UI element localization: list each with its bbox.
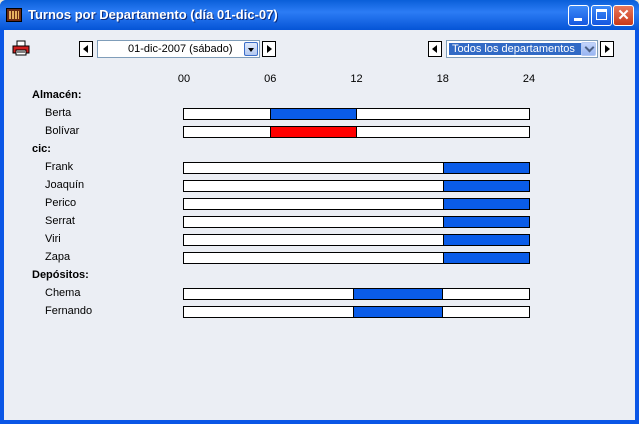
shift-segment[interactable] — [442, 217, 529, 227]
minimize-icon — [574, 18, 582, 21]
next-day-button[interactable] — [262, 41, 276, 57]
window-title: Turnos por Departamento (día 01-dic-07) — [28, 7, 278, 22]
employee-name: Serrat — [45, 215, 75, 227]
shift-bar[interactable] — [183, 198, 530, 210]
department-value: Todos los departamentos — [449, 43, 582, 55]
department-label: Almacén: — [32, 89, 82, 101]
close-button[interactable]: ✕ — [613, 5, 634, 26]
title-bar[interactable]: Turnos por Departamento (día 01-dic-07) … — [0, 0, 639, 30]
shift-bar[interactable] — [183, 162, 530, 174]
shift-bar[interactable] — [183, 288, 530, 300]
date-dropdown-button[interactable] — [244, 42, 258, 56]
employee-name: Chema — [45, 287, 81, 299]
shift-segment[interactable] — [352, 307, 443, 317]
employee-name: Fernando — [45, 305, 93, 317]
hour-label: 24 — [522, 73, 536, 85]
hour-label: 06 — [264, 73, 277, 85]
employee-name: Perico — [45, 197, 77, 209]
minimize-button[interactable] — [568, 5, 589, 26]
close-icon: ✕ — [617, 7, 630, 24]
shift-segment[interactable] — [442, 163, 529, 173]
shift-bar[interactable] — [183, 306, 530, 318]
next-department-button[interactable] — [600, 41, 614, 57]
shift-bar[interactable] — [183, 234, 530, 246]
date-value: 01-dic-2007 (sábado) — [128, 43, 233, 55]
shift-bar[interactable] — [183, 126, 530, 138]
shift-segment[interactable] — [352, 289, 443, 299]
employee-name: Berta — [45, 107, 72, 119]
shift-bar[interactable] — [183, 180, 530, 192]
shift-segment[interactable] — [442, 181, 529, 191]
maximize-icon — [596, 9, 607, 20]
maximize-button[interactable] — [591, 5, 612, 26]
hour-label: 12 — [350, 73, 363, 85]
previous-day-button[interactable] — [79, 41, 93, 57]
previous-department-button[interactable] — [428, 41, 442, 57]
app-icon[interactable] — [6, 8, 22, 22]
shift-segment[interactable] — [442, 199, 529, 209]
hour-label: 00 — [177, 73, 191, 85]
department-label: Depósitos: — [32, 269, 89, 281]
shift-bar[interactable] — [183, 108, 530, 120]
shift-bar[interactable] — [183, 252, 530, 264]
shift-segment[interactable] — [442, 235, 529, 245]
employee-name: Viri — [45, 233, 61, 245]
client-area: 01-dic-2007 (sábado) Todos los departame… — [4, 30, 635, 420]
hour-label: 18 — [436, 73, 449, 85]
employee-name: Joaquín — [45, 179, 85, 191]
shift-segment[interactable] — [442, 253, 529, 263]
shift-segment[interactable] — [270, 109, 357, 119]
printer-icon[interactable] — [12, 40, 30, 56]
department-label: cic: — [32, 143, 51, 155]
employee-name: Zapa — [45, 251, 71, 263]
shift-bar[interactable] — [183, 216, 530, 228]
department-dropdown-button[interactable] — [581, 42, 596, 56]
date-picker[interactable]: 01-dic-2007 (sábado) — [97, 40, 260, 58]
shift-segment[interactable] — [270, 127, 357, 137]
department-select[interactable]: Todos los departamentos — [446, 40, 598, 58]
employee-name: Bolívar — [45, 125, 80, 137]
employee-name: Frank — [45, 161, 74, 173]
